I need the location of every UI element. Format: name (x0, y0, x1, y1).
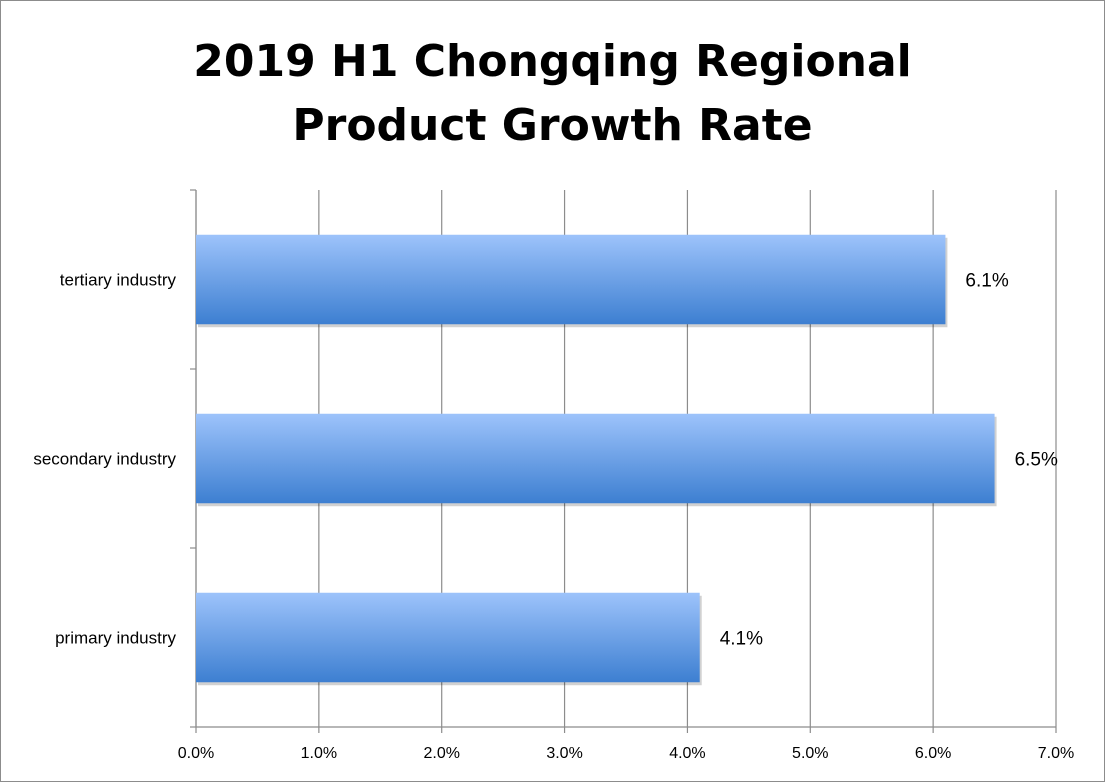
category-label: primary industry (55, 629, 176, 648)
bar-primary-industry (196, 592, 700, 683)
bar-tertiary-industry (196, 234, 946, 325)
chart-title: 2019 H1 Chongqing Regional Product Growt… (0, 30, 1105, 158)
x-tick-label: 2.0% (423, 745, 459, 762)
x-tick-label: 0.0% (178, 745, 214, 762)
chart-title-line-2: Product Growth Rate (292, 100, 813, 151)
labels: 0.0% 1.0% 2.0% 3.0% 4.0% 5.0% 6.0% 7.0% tertiary… (33, 271, 1074, 763)
bar-secondary-industry (196, 413, 995, 504)
x-tick-label: 3.0% (546, 745, 582, 762)
x-tick-label: 7.0% (1038, 745, 1074, 762)
x-tick-label: 5.0% (792, 745, 828, 762)
x-tick-label: 4.0% (669, 745, 705, 762)
data-label: 6.5% (1015, 450, 1058, 471)
data-label: 6.1% (965, 271, 1008, 292)
category-label: tertiary industry (60, 271, 177, 290)
bars (196, 234, 997, 686)
category-label: secondary industry (33, 450, 176, 469)
x-tick-label: 1.0% (301, 745, 337, 762)
data-label: 4.1% (720, 629, 763, 650)
chart-title-line-1: 2019 H1 Chongqing Regional (193, 36, 912, 87)
x-tick-label: 6.0% (915, 745, 951, 762)
